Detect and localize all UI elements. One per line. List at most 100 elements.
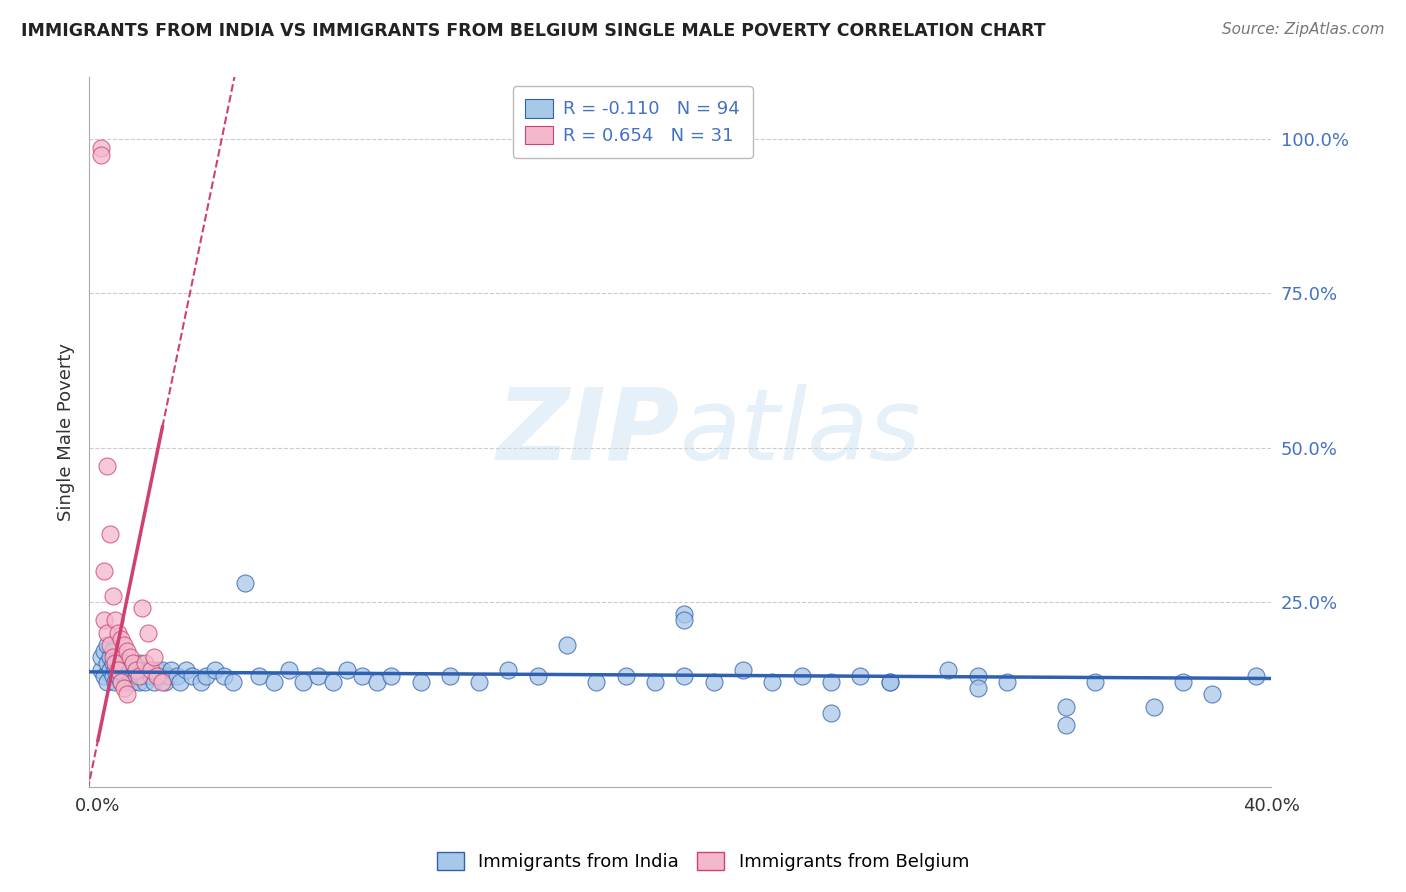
Point xyxy=(995,675,1018,690)
Point xyxy=(148,669,170,683)
Point xyxy=(190,675,212,690)
Point xyxy=(107,663,129,677)
Point xyxy=(966,681,988,695)
Point xyxy=(98,638,121,652)
Point xyxy=(1084,675,1107,690)
Point xyxy=(152,663,174,677)
Point xyxy=(733,663,755,677)
Point xyxy=(336,663,359,677)
Point xyxy=(155,675,177,690)
Point xyxy=(195,669,218,683)
Point xyxy=(112,663,135,677)
Point xyxy=(93,564,115,578)
Point xyxy=(142,675,165,690)
Point xyxy=(104,657,127,671)
Point xyxy=(104,675,127,690)
Point xyxy=(115,675,138,690)
Point xyxy=(93,613,115,627)
Text: atlas: atlas xyxy=(681,384,922,481)
Point xyxy=(409,675,432,690)
Point xyxy=(96,458,118,473)
Point xyxy=(157,669,180,683)
Point xyxy=(122,675,145,690)
Point xyxy=(366,675,388,690)
Point xyxy=(292,675,315,690)
Point xyxy=(93,669,115,683)
Point xyxy=(112,669,135,683)
Point xyxy=(233,576,256,591)
Point xyxy=(110,657,132,671)
Point xyxy=(263,675,285,690)
Point xyxy=(1054,718,1077,732)
Text: ZIP: ZIP xyxy=(498,384,681,481)
Point xyxy=(136,663,159,677)
Point xyxy=(90,147,112,161)
Point xyxy=(120,663,142,677)
Point xyxy=(107,625,129,640)
Point xyxy=(180,669,202,683)
Point xyxy=(101,669,124,683)
Point xyxy=(380,669,402,683)
Point xyxy=(125,663,148,677)
Point xyxy=(174,663,197,677)
Point xyxy=(98,650,121,665)
Point xyxy=(104,663,127,677)
Y-axis label: Single Male Poverty: Single Male Poverty xyxy=(58,343,75,521)
Point xyxy=(468,675,491,690)
Point xyxy=(204,663,226,677)
Point xyxy=(820,675,842,690)
Point xyxy=(125,669,148,683)
Point xyxy=(90,650,112,665)
Point xyxy=(790,669,813,683)
Point xyxy=(104,613,127,627)
Point xyxy=(131,669,153,683)
Point xyxy=(110,632,132,646)
Point xyxy=(1171,675,1194,690)
Point xyxy=(585,675,607,690)
Text: Source: ZipAtlas.com: Source: ZipAtlas.com xyxy=(1222,22,1385,37)
Point xyxy=(703,675,725,690)
Point xyxy=(139,669,162,683)
Point xyxy=(212,669,235,683)
Point xyxy=(131,601,153,615)
Point xyxy=(761,675,783,690)
Point xyxy=(98,663,121,677)
Point xyxy=(1246,669,1268,683)
Point xyxy=(498,663,520,677)
Point xyxy=(673,613,696,627)
Point xyxy=(160,663,183,677)
Point xyxy=(122,657,145,671)
Point xyxy=(93,644,115,658)
Point xyxy=(145,663,167,677)
Point xyxy=(134,657,156,671)
Point xyxy=(166,669,188,683)
Point xyxy=(96,625,118,640)
Point xyxy=(527,669,550,683)
Point xyxy=(879,675,901,690)
Point xyxy=(277,663,299,677)
Point xyxy=(350,669,373,683)
Point xyxy=(125,663,148,677)
Point xyxy=(820,706,842,720)
Point xyxy=(90,141,112,155)
Point xyxy=(849,669,872,683)
Point xyxy=(222,675,245,690)
Point xyxy=(142,650,165,665)
Point xyxy=(879,675,901,690)
Point xyxy=(1143,699,1166,714)
Point xyxy=(115,644,138,658)
Point xyxy=(96,657,118,671)
Point xyxy=(131,663,153,677)
Point xyxy=(136,625,159,640)
Point xyxy=(96,675,118,690)
Point xyxy=(169,675,191,690)
Point xyxy=(98,527,121,541)
Point xyxy=(139,663,162,677)
Point xyxy=(112,681,135,695)
Point xyxy=(152,675,174,690)
Point xyxy=(439,669,461,683)
Point xyxy=(128,657,150,671)
Point xyxy=(307,669,329,683)
Point xyxy=(101,589,124,603)
Text: IMMIGRANTS FROM INDIA VS IMMIGRANTS FROM BELGIUM SINGLE MALE POVERTY CORRELATION: IMMIGRANTS FROM INDIA VS IMMIGRANTS FROM… xyxy=(21,22,1046,40)
